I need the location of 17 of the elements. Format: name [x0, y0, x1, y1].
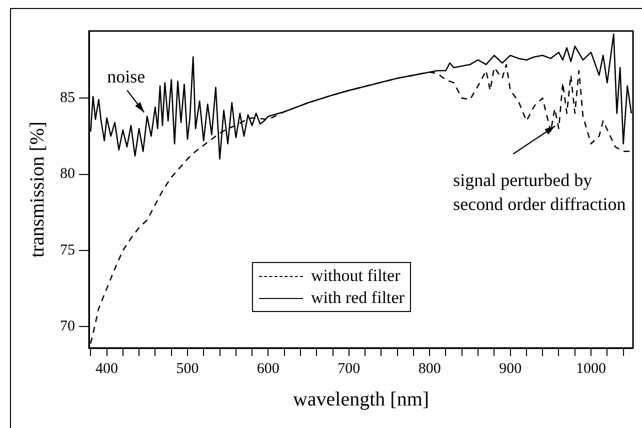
annotation: signal perturbed by second order diffraction: [453, 170, 626, 214]
y-tick-label: 70: [60, 318, 75, 335]
y-tick-label: 75: [60, 242, 75, 258]
x-tick-label: 1000: [576, 360, 606, 377]
x-tick-label: 900: [499, 360, 522, 377]
y-tick-label: 80: [60, 166, 75, 182]
x-tick-label: 500: [176, 360, 199, 377]
x-axis-title: wavelength [nm]: [292, 388, 430, 410]
x-tick-label: 800: [418, 360, 441, 377]
y-tick-label: 85: [60, 90, 75, 106]
x-tick-label: 400: [96, 360, 118, 377]
y-axis-title: transmission [%]: [26, 121, 48, 258]
annotation: noise: [107, 66, 146, 86]
legend-label: with red filter: [311, 287, 404, 309]
x-tick-label: 600: [256, 360, 280, 377]
legend-label: without filter: [311, 265, 400, 287]
x-tick-label: 700: [338, 360, 360, 377]
